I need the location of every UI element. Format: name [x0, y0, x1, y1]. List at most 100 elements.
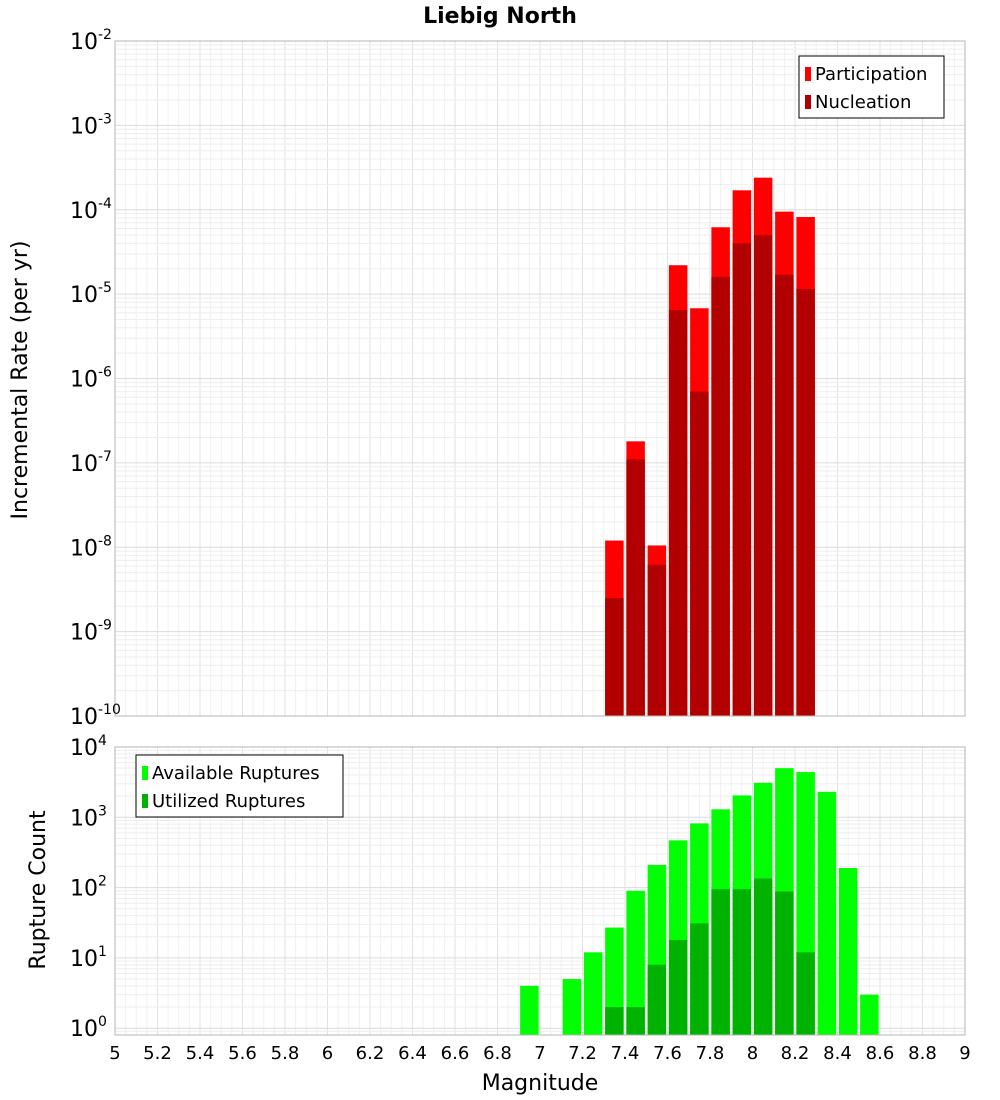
y-tick-mantissa: 10	[70, 947, 98, 972]
x-tick-label: 5.4	[186, 1043, 215, 1064]
x-tick-label: 8.6	[866, 1043, 895, 1064]
y-tick-exponent: -10	[98, 702, 121, 718]
y-tick-mantissa: 10	[70, 368, 98, 393]
utilized-ruptures-bar	[626, 1007, 645, 1035]
nucleation-bar	[796, 289, 815, 716]
bottom-y-tick-label: 101	[70, 944, 107, 972]
available-ruptures-bar	[626, 890, 645, 1035]
y-tick-exponent: -6	[98, 365, 112, 381]
bottom-legend-swatch	[142, 794, 148, 808]
y-tick-exponent: 4	[98, 733, 107, 749]
x-tick-label: 6.2	[356, 1043, 385, 1064]
nucleation-bar	[732, 243, 752, 717]
bottom-legend-box	[135, 754, 344, 818]
top-y-tick-label: 10-5	[70, 280, 112, 308]
utilized-ruptures-bar	[690, 923, 709, 1035]
top-panel: 10-210-310-410-510-610-710-810-910-10Par…	[70, 27, 966, 730]
utilized-ruptures-bar	[605, 1007, 624, 1035]
bottom-legend-label: Utilized Ruptures	[152, 791, 305, 812]
y-tick-mantissa: 10	[70, 452, 98, 477]
y-tick-exponent: -8	[98, 533, 112, 549]
bottom-y-tick-label: 103	[70, 803, 107, 831]
y-tick-mantissa: 10	[70, 621, 98, 646]
y-tick-mantissa: 10	[70, 736, 98, 761]
y-tick-exponent: -9	[98, 618, 112, 634]
top-legend-swatch	[805, 95, 811, 109]
y-tick-exponent: -7	[98, 449, 112, 465]
x-tick-label: 5.2	[143, 1043, 172, 1064]
x-tick-label: 5.8	[271, 1043, 300, 1064]
y-tick-mantissa: 10	[70, 30, 98, 55]
x-tick-label: 6.6	[441, 1043, 470, 1064]
y-tick-mantissa: 10	[70, 1017, 98, 1042]
nucleation-bar	[647, 564, 667, 716]
y-tick-mantissa: 10	[70, 877, 98, 902]
bottom-y-axis-label: Rupture Count	[26, 810, 51, 970]
y-tick-exponent: 2	[98, 874, 107, 890]
top-plot-frame	[114, 40, 966, 717]
y-tick-mantissa: 10	[70, 705, 98, 730]
top-legend-label: Nucleation	[815, 92, 911, 113]
y-tick-mantissa: 10	[70, 536, 98, 561]
bottom-y-tick-label: 100	[70, 1014, 107, 1042]
x-tick-label: 8.4	[823, 1043, 852, 1064]
x-tick-label: 7.2	[568, 1043, 597, 1064]
available-ruptures-bar	[817, 791, 837, 1035]
x-tick-label: 6.8	[483, 1043, 512, 1064]
x-axis-label: Magnitude	[482, 1071, 599, 1096]
nucleation-bar	[668, 309, 688, 716]
top-legend-box	[798, 55, 945, 119]
utilized-ruptures-bar	[753, 878, 773, 1035]
top-y-axis-label: Incremental Rate (per yr)	[8, 241, 33, 520]
nucleation-bar	[711, 276, 730, 716]
y-tick-mantissa: 10	[70, 114, 98, 139]
top-y-tick-label: 10-9	[70, 618, 112, 646]
top-y-tick-label: 10-2	[70, 27, 112, 55]
top-y-tick-label: 10-3	[70, 111, 112, 139]
x-tick-label: 8	[747, 1043, 758, 1064]
x-tick-label: 7	[534, 1043, 545, 1064]
x-tick-label: 7.6	[653, 1043, 682, 1064]
available-ruptures-bar	[520, 985, 539, 1035]
x-tick-label: 5.6	[228, 1043, 257, 1064]
nucleation-bar	[690, 391, 709, 716]
top-y-tick-label: 10-10	[70, 702, 121, 730]
utilized-ruptures-bar	[647, 964, 667, 1035]
y-tick-exponent: -2	[98, 27, 112, 43]
bottom-y-tick-label: 104	[70, 733, 107, 761]
nucleation-bar	[753, 235, 773, 716]
available-ruptures-bar	[838, 867, 858, 1035]
y-tick-mantissa: 10	[70, 283, 98, 308]
y-tick-mantissa: 10	[70, 806, 98, 831]
y-tick-exponent: 1	[98, 944, 107, 960]
x-tick-label: 7.8	[696, 1043, 725, 1064]
y-tick-exponent: -3	[98, 111, 112, 127]
x-tick-label: 9	[959, 1043, 970, 1064]
y-tick-exponent: -4	[98, 196, 112, 212]
available-ruptures-bar	[562, 979, 582, 1035]
x-tick-label: 8.2	[781, 1043, 810, 1064]
y-tick-exponent: 0	[98, 1014, 107, 1030]
y-tick-exponent: -5	[98, 280, 112, 296]
x-tick-label: 6.4	[398, 1043, 427, 1064]
top-legend-label: Participation	[815, 64, 927, 85]
y-tick-mantissa: 10	[70, 199, 98, 224]
bottom-plot-frame	[114, 746, 966, 1036]
x-tick-label: 5	[109, 1043, 120, 1064]
bottom-legend-label: Available Ruptures	[152, 763, 320, 784]
top-y-tick-label: 10-8	[70, 533, 112, 561]
x-tick-label: 6	[322, 1043, 333, 1064]
bottom-legend-swatch	[142, 766, 148, 780]
chart-title: Liebig North	[423, 4, 577, 29]
nucleation-bar	[775, 274, 794, 716]
nucleation-bar	[605, 598, 624, 716]
utilized-ruptures-bar	[775, 891, 794, 1035]
x-tick-label: 8.8	[908, 1043, 937, 1064]
utilized-ruptures-bar	[711, 889, 730, 1035]
x-tick-label: 7.4	[611, 1043, 640, 1064]
utilized-ruptures-bar	[668, 939, 688, 1035]
top-legend-swatch	[805, 67, 811, 81]
available-ruptures-bar	[583, 952, 603, 1035]
